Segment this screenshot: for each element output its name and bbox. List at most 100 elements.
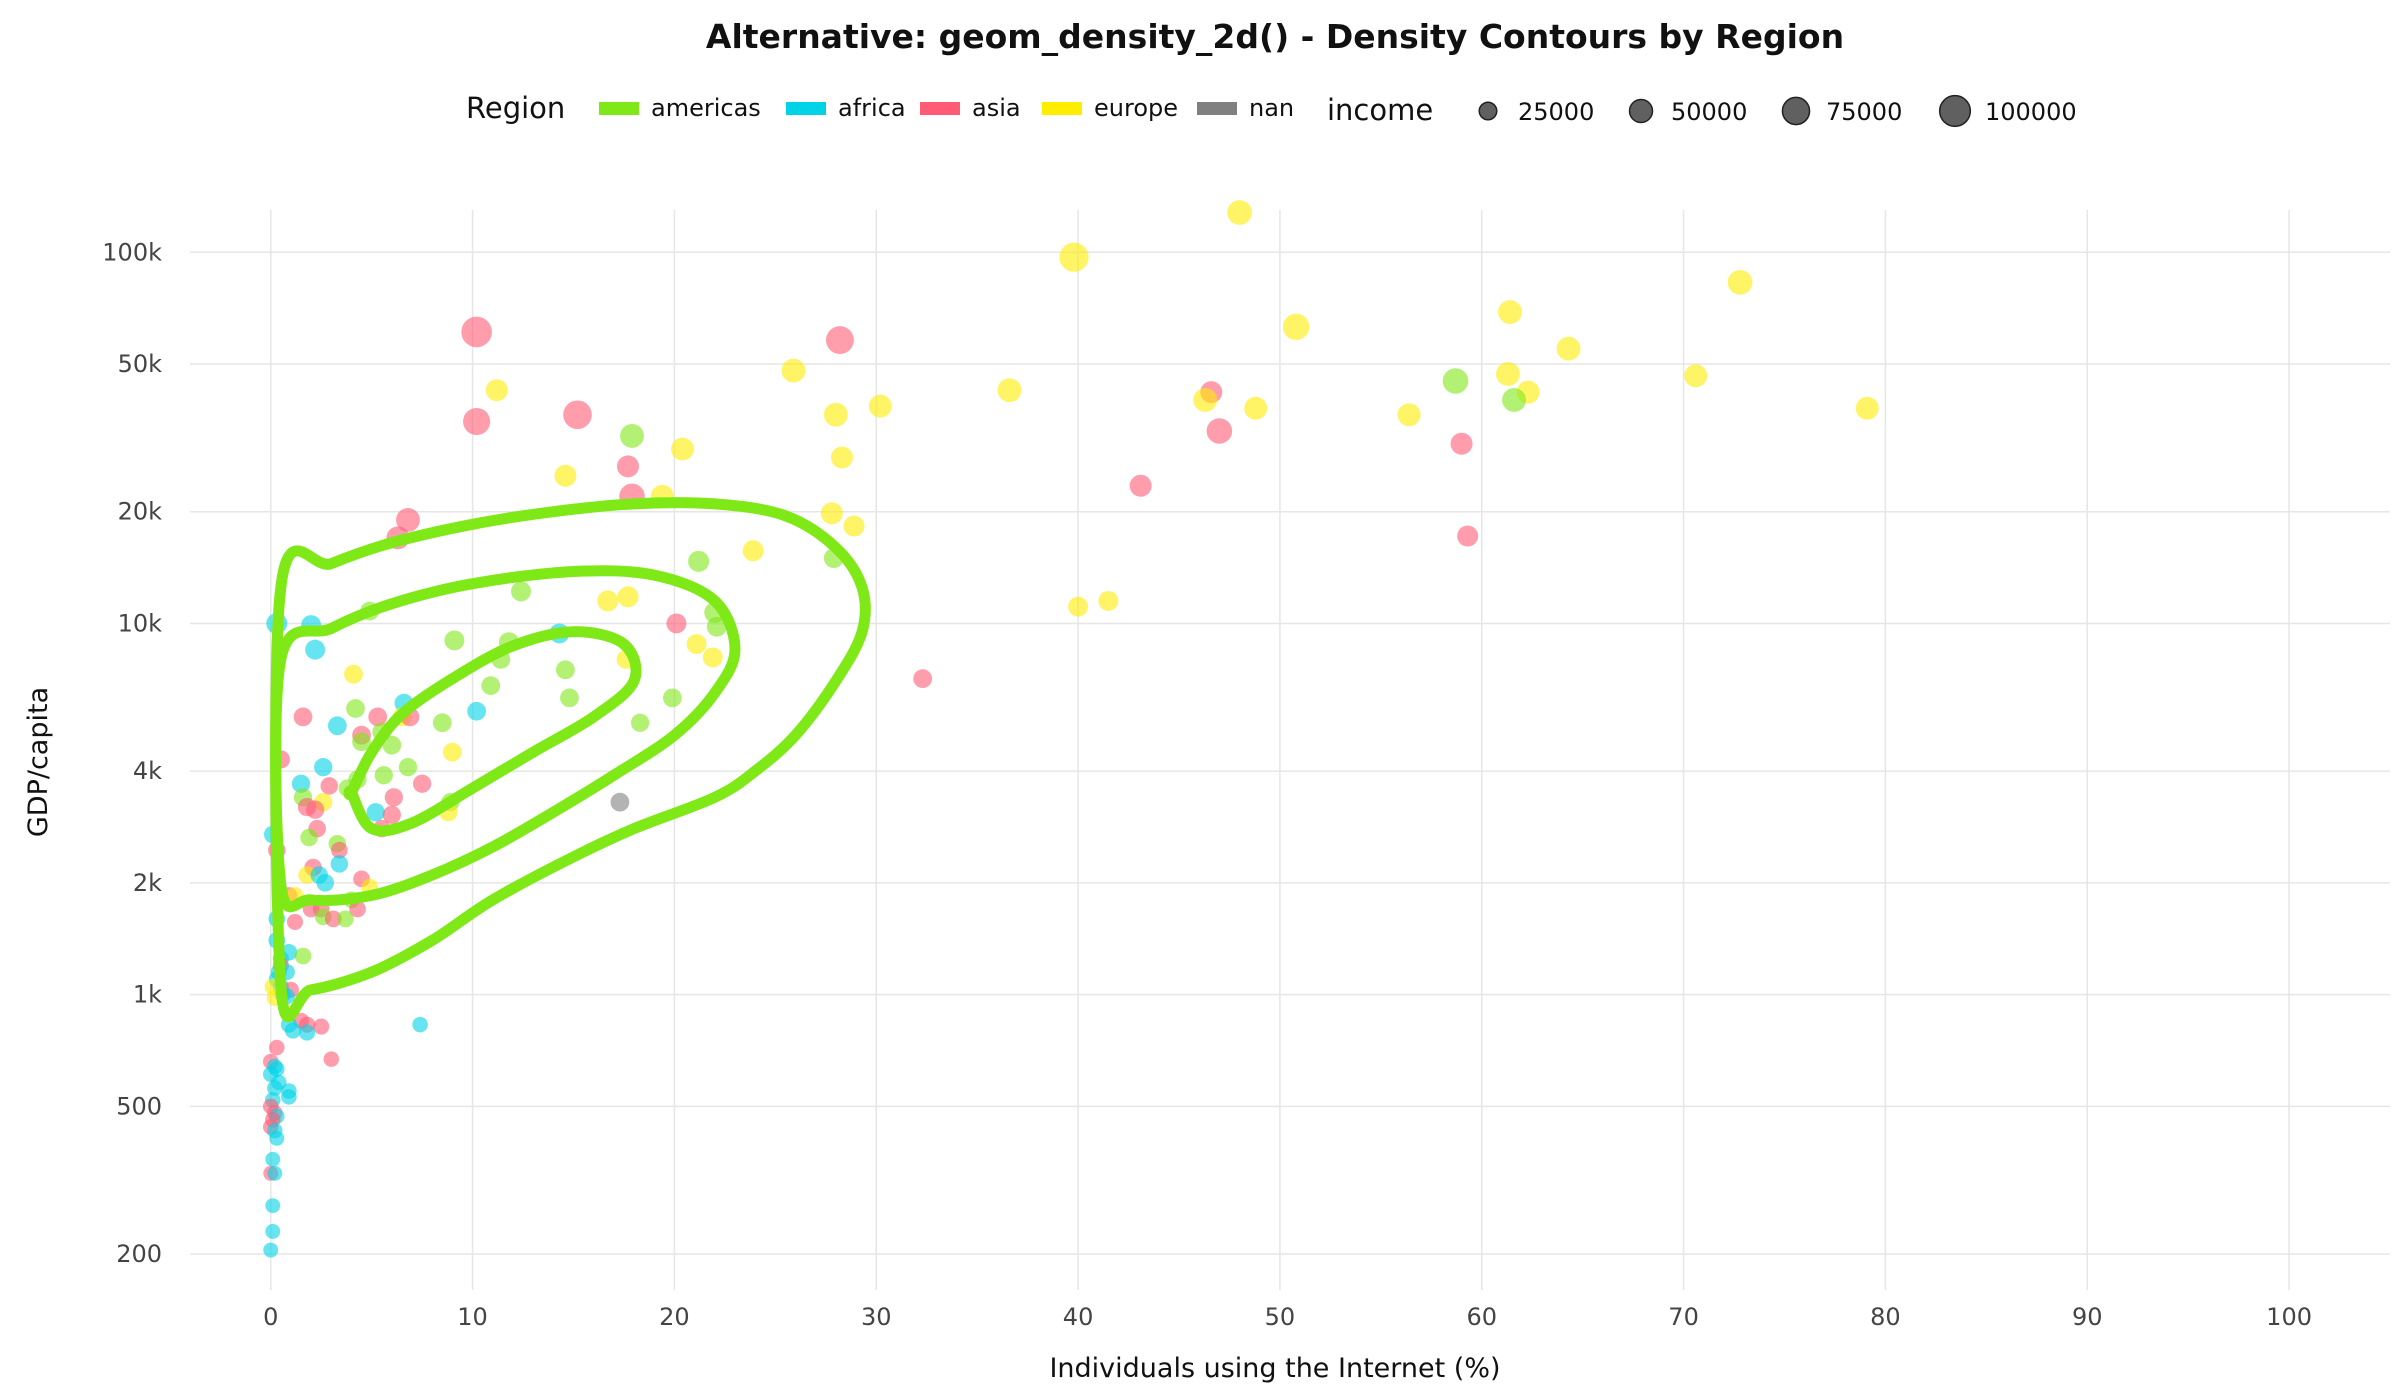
scatter-point-asia: [666, 613, 687, 634]
legend-swatch-asia: [920, 102, 960, 115]
y-tick-label: 20k: [118, 498, 163, 526]
scatter-point-africa: [366, 803, 385, 822]
scatter-point-europe: [670, 437, 694, 461]
scatter-point-nan: [610, 792, 630, 812]
scatter-point-americas: [444, 630, 465, 651]
scatter-point-europe: [1556, 336, 1581, 361]
scatter-point-asia: [349, 900, 366, 918]
scatter-point-europe: [1282, 313, 1310, 340]
y-tick-label: 200: [116, 1240, 162, 1268]
density-contour-3: [343, 626, 642, 837]
scatter-point-americas: [346, 699, 365, 718]
scatter-point-europe: [344, 664, 363, 684]
scatter-point-asia: [1129, 474, 1152, 497]
scatter-point-africa: [284, 1022, 302, 1039]
scatter-point-africa: [412, 1016, 428, 1033]
scatter-point-asia: [412, 774, 432, 793]
legend-size-marker: [1478, 101, 1498, 121]
scatter-point-asia: [913, 669, 933, 689]
scatter-point-americas: [556, 660, 575, 680]
data-points: [262, 200, 1879, 1258]
scatter-point-africa: [314, 758, 333, 777]
scatter-point-europe: [1098, 590, 1119, 611]
x-tick-label: 0: [263, 1303, 278, 1331]
scatter-point-asia: [563, 400, 592, 430]
scatter-point-asia: [1457, 525, 1479, 547]
scatter-point-europe: [823, 402, 848, 427]
legend-swatch-europe: [1042, 102, 1082, 115]
scatter-point-africa: [265, 1198, 281, 1214]
scatter-point-europe: [686, 634, 707, 655]
gridlines: [190, 210, 2390, 1290]
legend-size-marker: [1628, 98, 1654, 124]
legend-color-title: Region: [466, 91, 565, 125]
scatter-point-africa: [298, 1024, 316, 1041]
scatter-point-americas: [620, 424, 644, 448]
density-contour-2: [270, 565, 741, 913]
scatter-point-africa: [267, 1165, 283, 1181]
legend-size-marker: [1938, 94, 1972, 128]
scatter-point-asia: [396, 508, 420, 532]
legend-size-marker: [1781, 96, 1811, 126]
y-tick-label: 2k: [133, 869, 162, 897]
scatter-point-asia: [1206, 418, 1233, 444]
scatter-point-africa: [269, 1130, 285, 1146]
scatter-point-asia: [368, 707, 388, 727]
scatter-point-africa: [265, 1151, 281, 1167]
x-axis-label: Individuals using the Internet (%): [1049, 1353, 1500, 1384]
scatter-point-europe: [617, 586, 639, 608]
x-tick-label: 80: [1870, 1303, 1901, 1331]
scatter-point-europe: [1684, 364, 1708, 388]
density-contour-1: [270, 497, 871, 1023]
scatter-point-asia: [463, 407, 491, 436]
scatter-point-europe: [820, 502, 843, 525]
scatter-point-asia: [320, 777, 339, 795]
legend-size-label: 50000: [1671, 98, 1747, 126]
y-tick-label: 1k: [133, 981, 162, 1009]
scatter-point-americas: [382, 735, 402, 755]
scatter-point-asia: [293, 707, 313, 727]
scatter-point-africa: [265, 1224, 281, 1239]
scatter-point-africa: [327, 716, 347, 736]
scatter-point-europe: [1193, 388, 1218, 412]
scatter-point-asia: [825, 326, 854, 355]
scatter-point-americas: [560, 688, 579, 708]
scatter-point-americas: [374, 766, 393, 785]
scatter-point-americas: [352, 732, 371, 752]
scatter-point-asia: [286, 913, 304, 930]
x-tick-label: 90: [2072, 1303, 2103, 1331]
scatter-point-europe: [597, 590, 619, 612]
legend-label-asia: asia: [972, 94, 1021, 122]
scatter-point-americas: [688, 550, 710, 572]
scatter-point-americas: [481, 676, 501, 696]
x-tick-label: 10: [457, 1303, 488, 1331]
scatter-point-europe: [868, 394, 892, 418]
scatter-point-africa: [267, 1080, 283, 1096]
scatter-point-americas: [630, 713, 650, 732]
legend-label-nan: nan: [1249, 94, 1294, 122]
scatter-point-europe: [485, 379, 508, 402]
scatter-point-asia: [313, 1018, 330, 1035]
x-tick-label: 20: [659, 1303, 690, 1331]
legend-size-title: income: [1327, 93, 1433, 127]
scatter-point-americas: [294, 947, 312, 965]
scatter-point-europe: [1244, 396, 1268, 420]
scatter-point-americas: [300, 828, 318, 847]
scatter-point-europe: [830, 446, 853, 469]
legend-size-label: 25000: [1518, 98, 1594, 126]
scatter-point-europe: [781, 358, 806, 383]
scatter-point-asia: [1450, 432, 1473, 455]
scatter-point-europe: [1496, 362, 1520, 386]
scatter-point-europe: [997, 378, 1022, 403]
scatter-point-europe: [843, 515, 865, 537]
scatter-point-africa: [467, 701, 486, 721]
scatter-point-europe: [442, 742, 462, 762]
scatter-point-americas: [1502, 388, 1526, 412]
scatter-point-europe: [1397, 403, 1421, 427]
x-tick-label: 50: [1265, 1303, 1296, 1331]
y-axis-ticks: 200 500 1k 2k 4k 10k 20k 50k 100k: [102, 238, 162, 1268]
scatter-point-europe: [554, 464, 577, 487]
scatter-point-asia: [269, 1039, 285, 1056]
